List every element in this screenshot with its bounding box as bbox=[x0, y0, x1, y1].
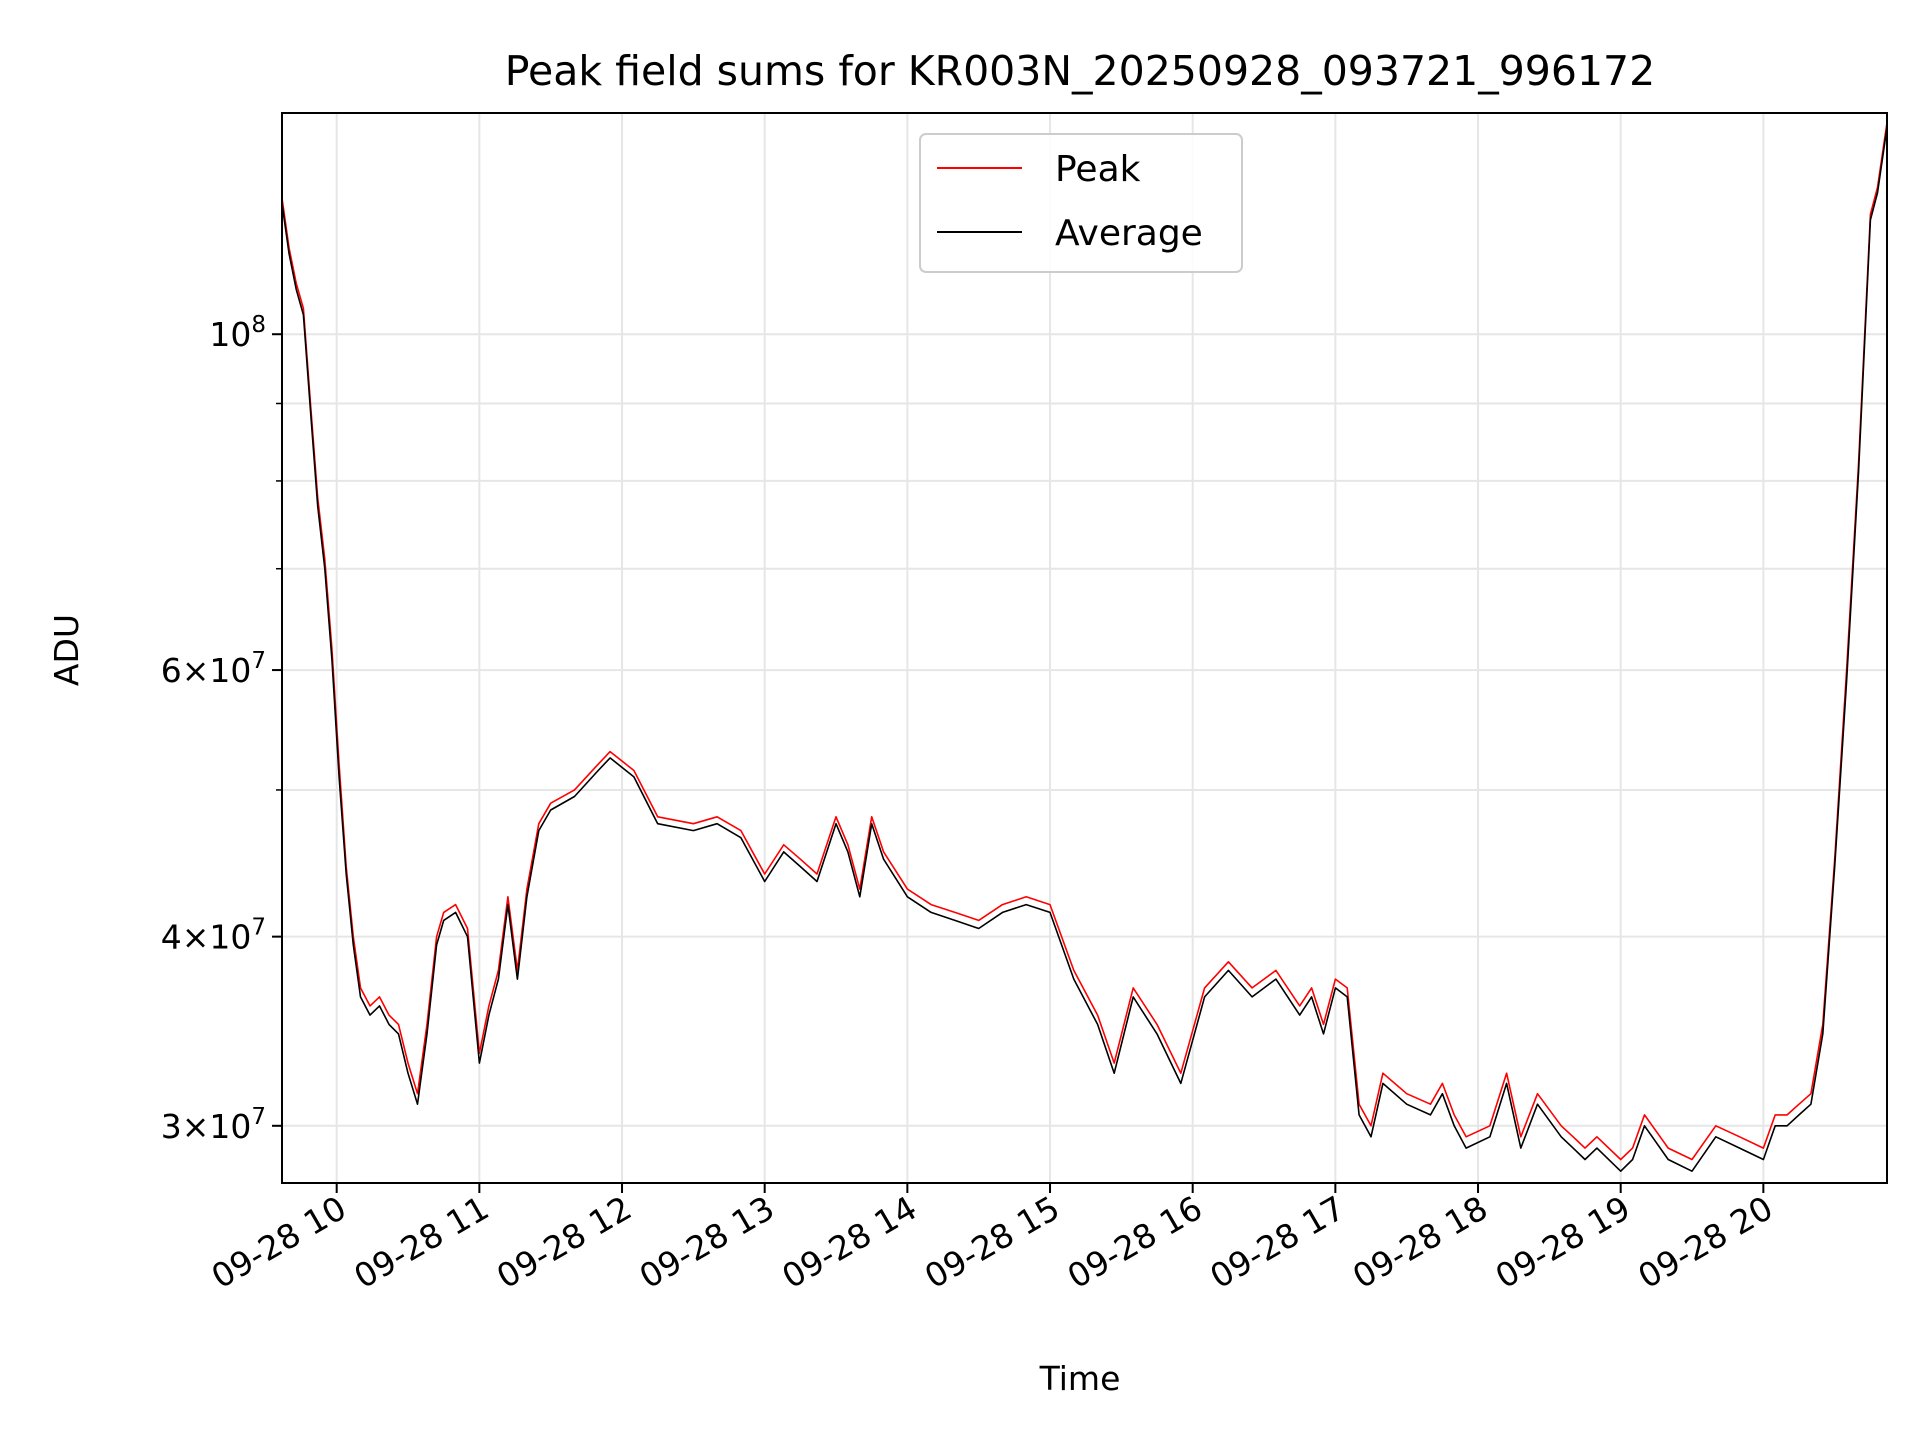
series-line-peak bbox=[281, 122, 1888, 1161]
series-line-average bbox=[281, 127, 1888, 1172]
legend-label-average: Average bbox=[1055, 213, 1203, 254]
y-tick-label: 108 bbox=[209, 312, 266, 354]
x-axis-label: Time bbox=[1039, 1359, 1121, 1398]
series-layer bbox=[281, 122, 1888, 1172]
legend: Peak Average bbox=[919, 133, 1243, 273]
y-tick-label: 3×107 bbox=[161, 1104, 266, 1146]
y-tick-label: 6×107 bbox=[161, 648, 266, 690]
chart-title: Peak field sums for KR003N_20250928_0937… bbox=[505, 47, 1655, 95]
legend-label-peak: Peak bbox=[1055, 149, 1141, 190]
y-tick-label: 4×107 bbox=[161, 915, 266, 957]
y-axis-label: ADU bbox=[47, 614, 86, 686]
plot-frame bbox=[281, 112, 1888, 1184]
grid-lines bbox=[282, 113, 1887, 1183]
